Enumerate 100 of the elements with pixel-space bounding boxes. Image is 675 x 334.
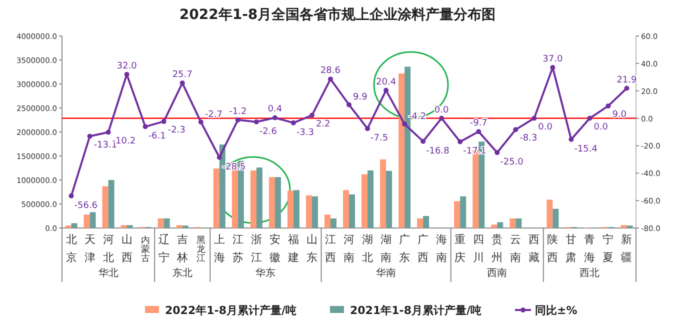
data-label: 0.4	[268, 104, 282, 115]
data-label: -1.2	[229, 106, 247, 117]
bar	[176, 225, 182, 228]
x-tick-label: 江西	[324, 233, 336, 264]
bar	[380, 159, 386, 228]
point	[606, 103, 611, 108]
point	[68, 193, 74, 198]
bar	[423, 216, 430, 228]
point	[587, 116, 592, 121]
data-label: 20.4	[376, 77, 396, 88]
point	[235, 117, 240, 122]
x-tick-label: 河南	[344, 233, 354, 264]
x-tick-label: 青海	[584, 233, 596, 264]
data-label: -16.8	[426, 146, 450, 156]
x-tick-label: 河北	[102, 233, 114, 264]
text: 华北	[98, 267, 118, 279]
bar	[516, 218, 522, 228]
data-label: -8.3	[520, 134, 538, 144]
text: 西南	[487, 267, 508, 279]
bar	[268, 177, 275, 228]
point	[142, 124, 148, 130]
point	[568, 136, 574, 142]
point	[290, 120, 296, 126]
point	[198, 119, 204, 124]
point	[272, 115, 278, 120]
point	[458, 139, 463, 144]
text: 华东	[256, 267, 276, 279]
data-label: -2.6	[259, 126, 278, 137]
point	[346, 102, 352, 108]
x-tick-label: 吉林	[176, 233, 188, 264]
bar	[102, 186, 108, 228]
x-tick-label: 山西	[121, 233, 132, 264]
point	[161, 118, 166, 124]
x-tick-label: 浙江	[250, 233, 262, 264]
bar	[256, 168, 262, 228]
data-label: 0.0	[538, 122, 553, 132]
data-label: 37.0	[542, 54, 563, 65]
bar	[368, 170, 374, 228]
bar	[497, 222, 504, 228]
point	[384, 88, 389, 93]
x-tick-label: 内蒙古	[140, 235, 150, 264]
data-label: 32.0	[116, 61, 138, 72]
data-label: -2.7	[204, 110, 222, 120]
data-label: 0.0	[434, 105, 450, 116]
bar	[213, 168, 220, 228]
point	[328, 76, 333, 82]
x-tick-label: 重庆	[454, 233, 466, 264]
legend-label: 同比±%	[535, 304, 578, 317]
x-tick-label: 宁夏	[602, 233, 614, 264]
legend-label: 2022年1-8月累计产量/吨	[165, 304, 297, 317]
data-label: -7.5	[370, 134, 388, 144]
x-tick-label: 云南	[510, 233, 522, 264]
bar	[552, 208, 559, 228]
data-label: 2.2	[316, 119, 330, 130]
text: 西北	[580, 267, 600, 279]
bar	[510, 218, 516, 228]
bar	[324, 214, 330, 228]
bar	[398, 73, 405, 228]
bar	[460, 196, 466, 228]
x-tick-label: 新疆	[621, 233, 632, 264]
bar	[312, 196, 318, 228]
x-tick-label: 天津	[84, 233, 96, 264]
point	[624, 86, 630, 91]
bar	[90, 212, 96, 228]
x-tick-label: 甘肃	[566, 233, 577, 264]
data-label: -15.4	[574, 144, 598, 154]
bar	[293, 190, 300, 228]
x-tick-label: 西藏	[528, 233, 540, 264]
point	[494, 150, 500, 156]
bar	[343, 190, 349, 228]
point	[420, 138, 426, 144]
point	[365, 126, 370, 132]
bar	[287, 190, 294, 228]
x-tick-label: 山东	[306, 233, 318, 264]
x-tick-label: 贵州	[492, 233, 503, 264]
data-label: 9.0	[612, 110, 627, 120]
x-tick-label: 四川	[473, 233, 484, 264]
data-label: -28.5	[222, 162, 246, 172]
data-label: 25.7	[172, 70, 192, 80]
bar	[158, 218, 164, 228]
data-label: 0.0	[594, 122, 608, 132]
data-label: -25.0	[500, 158, 524, 168]
x-tick-label: 海南	[436, 233, 448, 264]
x-tick-label: 江苏	[232, 233, 244, 264]
point	[476, 129, 482, 134]
bar	[546, 200, 553, 228]
bar	[417, 218, 424, 228]
bar	[330, 218, 336, 228]
text: 东北	[172, 267, 192, 279]
bar	[306, 195, 312, 228]
data-label: -2.3	[168, 125, 186, 136]
data-label: 21.9	[616, 75, 638, 86]
bar	[108, 180, 114, 228]
bar	[250, 170, 256, 228]
point	[254, 119, 259, 124]
x-tick-label: 湖北	[362, 233, 374, 264]
x-tick-label: 黑龙江	[196, 235, 206, 264]
point	[402, 122, 408, 127]
data-label: -3.3	[296, 128, 314, 138]
bar	[404, 66, 411, 228]
